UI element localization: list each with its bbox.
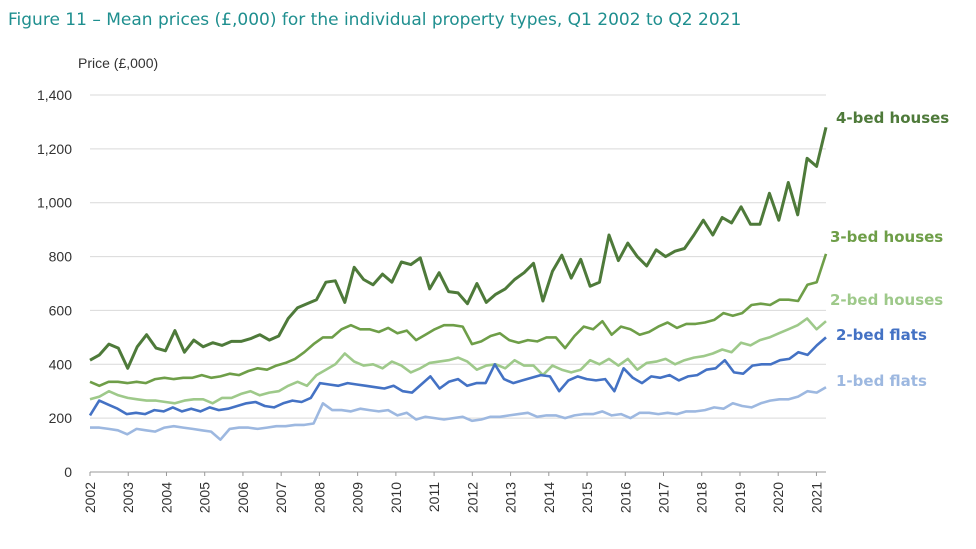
- x-tick-label: 2005: [197, 482, 213, 513]
- x-tick-label: 2021: [808, 482, 824, 513]
- x-tick-label: 2016: [617, 482, 633, 513]
- series-label-1-bed-flats: 1-bed flats: [836, 372, 927, 390]
- series-label-4-bed-houses: 4-bed houses: [836, 109, 949, 127]
- x-tick-label: 2008: [311, 482, 327, 513]
- x-tick-label: 2014: [541, 482, 557, 513]
- series-line-2-bed-houses: [89, 317, 827, 405]
- x-tick-label: 2006: [235, 482, 251, 513]
- y-tick-label: 400: [49, 356, 73, 372]
- series-label-3-bed-houses: 3-bed houses: [830, 228, 943, 246]
- x-tick-label: 2003: [120, 482, 136, 513]
- x-tick-label: 2015: [579, 482, 595, 513]
- x-tick-label: 2019: [732, 482, 748, 513]
- x-tick-label: 2017: [656, 482, 672, 513]
- y-tick-label: 800: [49, 249, 73, 265]
- series-line-4-bed-houses: [89, 126, 828, 370]
- y-axis-label: Price (£,000): [78, 55, 158, 71]
- x-tick-label: 2002: [82, 482, 98, 513]
- y-tick-label: 200: [49, 410, 73, 426]
- y-tick-label: 1,200: [37, 141, 72, 157]
- y-tick-label: 1,000: [37, 195, 72, 211]
- series-line-1-bed-flats: [90, 386, 827, 442]
- chart-title: Figure 11 – Mean prices (£,000) for the …: [8, 10, 742, 30]
- y-tick-label: 600: [49, 302, 73, 318]
- x-tick-label: 2018: [694, 482, 710, 513]
- x-tick-label: 2011: [426, 482, 442, 512]
- grid-layer: [90, 94, 826, 473]
- y-tick-label: 0: [64, 464, 72, 480]
- x-tick-label: 2020: [770, 482, 786, 513]
- x-tick-label: 2012: [464, 482, 480, 513]
- series-line-3-bed-houses: [89, 253, 828, 388]
- x-tick-label: 2004: [158, 482, 174, 513]
- x-tick-label: 2013: [503, 482, 519, 513]
- x-tick-label: 2007: [273, 482, 289, 513]
- series-line-2-bed-flats: [88, 336, 827, 417]
- series-label-2-bed-houses: 2-bed houses: [830, 291, 943, 309]
- tick-layer: 0 200 400 600 800 1,000 1,200 1,400 2002 2003 2004…: [37, 87, 824, 513]
- series-label-2-bed-flats: 2-bed flats: [836, 326, 927, 344]
- x-tick-label: 2010: [388, 482, 404, 513]
- x-tick-label: 2009: [350, 482, 366, 513]
- series-label-layer: 4-bed houses 3-bed houses 2-bed houses 2-be…: [830, 109, 949, 390]
- series-layer: [88, 126, 828, 442]
- y-tick-label: 1,400: [37, 87, 72, 103]
